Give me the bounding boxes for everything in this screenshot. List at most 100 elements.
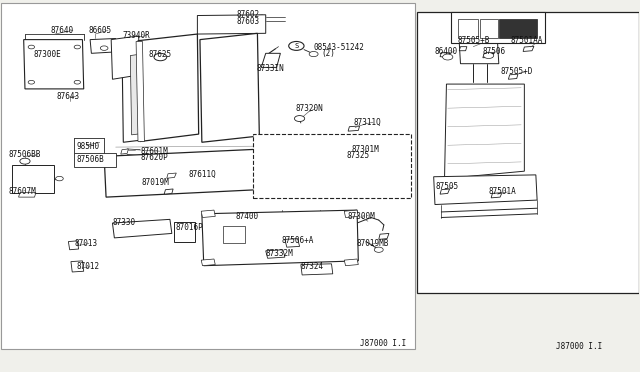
- Text: 87013: 87013: [75, 239, 98, 248]
- Circle shape: [28, 80, 35, 84]
- Text: 87505+D: 87505+D: [500, 67, 532, 76]
- Text: 87311Q: 87311Q: [354, 118, 381, 127]
- Polygon shape: [24, 39, 84, 89]
- Bar: [458, 19, 478, 38]
- Bar: [174, 222, 195, 242]
- Text: 985H0: 985H0: [76, 142, 99, 151]
- Polygon shape: [164, 189, 173, 194]
- Polygon shape: [138, 34, 198, 141]
- Text: (2): (2): [321, 49, 335, 58]
- Polygon shape: [266, 250, 285, 258]
- Circle shape: [74, 80, 81, 84]
- Bar: [417, 12, 639, 294]
- Polygon shape: [440, 52, 450, 57]
- Polygon shape: [434, 175, 537, 205]
- Polygon shape: [71, 261, 84, 272]
- Polygon shape: [122, 42, 191, 142]
- Polygon shape: [445, 84, 524, 179]
- Bar: [223, 226, 245, 243]
- Text: S: S: [294, 43, 298, 49]
- Bar: [12, 165, 54, 193]
- Text: 87607M: 87607M: [9, 187, 36, 196]
- Circle shape: [154, 53, 167, 61]
- Polygon shape: [200, 33, 259, 142]
- Text: 87625: 87625: [149, 50, 172, 59]
- Bar: [1, 3, 415, 349]
- Text: 87016P: 87016P: [175, 222, 203, 232]
- Polygon shape: [508, 74, 518, 79]
- Polygon shape: [197, 15, 266, 34]
- Polygon shape: [111, 36, 140, 79]
- Polygon shape: [301, 264, 333, 275]
- Circle shape: [20, 158, 30, 164]
- Polygon shape: [346, 151, 357, 156]
- Circle shape: [443, 54, 453, 60]
- Polygon shape: [523, 46, 534, 51]
- Text: 87330: 87330: [113, 218, 136, 227]
- Polygon shape: [201, 259, 215, 266]
- Polygon shape: [440, 189, 450, 194]
- Text: 87640: 87640: [51, 26, 74, 35]
- Text: 87301M: 87301M: [351, 145, 379, 154]
- Polygon shape: [113, 219, 172, 238]
- Circle shape: [374, 247, 383, 252]
- Bar: [74, 153, 116, 167]
- Text: 87501AA: 87501AA: [510, 36, 543, 45]
- Text: 08543-51242: 08543-51242: [314, 43, 365, 52]
- Polygon shape: [491, 193, 502, 198]
- Polygon shape: [136, 41, 145, 141]
- Polygon shape: [202, 210, 358, 266]
- Circle shape: [309, 51, 318, 57]
- Circle shape: [56, 176, 63, 181]
- Text: 86605: 86605: [89, 26, 112, 35]
- Bar: [479, 19, 497, 38]
- Text: 87611Q: 87611Q: [188, 170, 216, 179]
- Text: 87505+B: 87505+B: [458, 36, 490, 45]
- Polygon shape: [131, 49, 180, 135]
- Text: 73940R: 73940R: [122, 31, 150, 40]
- Polygon shape: [379, 234, 389, 239]
- Text: 87506B: 87506B: [76, 155, 104, 164]
- Text: 87506BB: 87506BB: [9, 150, 42, 159]
- Polygon shape: [90, 38, 117, 53]
- Text: 87505: 87505: [436, 182, 459, 191]
- Text: 87300M: 87300M: [348, 212, 375, 221]
- Bar: [451, 12, 545, 43]
- Circle shape: [294, 116, 305, 122]
- Text: J87000 I.I: J87000 I.I: [360, 339, 406, 348]
- Polygon shape: [460, 46, 467, 51]
- Polygon shape: [201, 210, 215, 218]
- Text: J87000 I.I: J87000 I.I: [556, 341, 602, 350]
- Polygon shape: [483, 52, 493, 58]
- Text: 87603: 87603: [237, 17, 260, 26]
- Text: 87300E: 87300E: [34, 50, 61, 59]
- Circle shape: [28, 45, 35, 49]
- Polygon shape: [460, 42, 499, 64]
- Text: 86400: 86400: [435, 47, 458, 56]
- Circle shape: [100, 46, 108, 50]
- Text: 87501A: 87501A: [488, 187, 516, 196]
- Polygon shape: [68, 241, 79, 250]
- Polygon shape: [167, 173, 176, 178]
- Text: 8733IN: 8733IN: [257, 64, 285, 73]
- Text: 87012: 87012: [76, 262, 99, 271]
- Text: 87019M: 87019M: [141, 178, 169, 187]
- Polygon shape: [104, 142, 410, 197]
- Circle shape: [74, 45, 81, 49]
- Text: 87643: 87643: [57, 92, 80, 101]
- Polygon shape: [285, 238, 300, 247]
- Polygon shape: [344, 259, 358, 266]
- Text: 87324: 87324: [300, 262, 323, 271]
- Text: 87601M: 87601M: [141, 147, 168, 155]
- Text: 87332M: 87332M: [266, 249, 294, 258]
- Circle shape: [483, 52, 493, 58]
- Text: 87400: 87400: [235, 212, 258, 221]
- Text: 87325: 87325: [346, 151, 369, 160]
- Polygon shape: [121, 149, 129, 154]
- Polygon shape: [344, 210, 358, 218]
- Text: 87019MB: 87019MB: [356, 239, 388, 248]
- Polygon shape: [261, 53, 280, 67]
- Bar: [253, 134, 412, 198]
- Circle shape: [289, 41, 304, 50]
- Text: 87506+A: 87506+A: [282, 235, 314, 245]
